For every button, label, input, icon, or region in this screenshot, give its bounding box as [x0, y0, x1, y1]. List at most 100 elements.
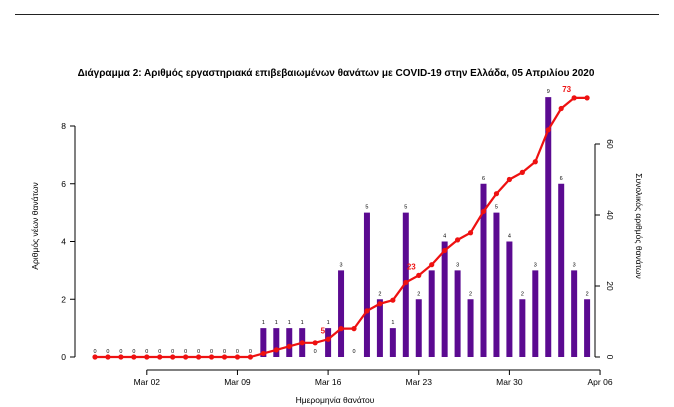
cumulative-point: [92, 354, 98, 360]
y2-tick-label: 20: [605, 281, 615, 291]
cumulative-point: [131, 354, 137, 360]
bar: [519, 299, 526, 357]
cumulative-point: [506, 176, 512, 183]
bar: [338, 270, 345, 357]
bar: [480, 183, 487, 357]
cumulative-point: [493, 191, 500, 197]
bar: [571, 270, 578, 357]
bar: [325, 328, 332, 357]
cumulative-point: [299, 340, 305, 346]
cumulative-point: [519, 169, 525, 175]
bar-value-label: 4: [443, 234, 446, 240]
x-tick-label: Mar 16: [315, 377, 342, 387]
cumulative-point: [364, 308, 370, 314]
cumulative-annotation: 73: [562, 85, 571, 94]
cumulative-point: [260, 350, 266, 357]
cumulative-point: [351, 326, 357, 332]
cumulative-point: [455, 237, 461, 243]
bar-value-label: 5: [365, 205, 368, 211]
bar: [286, 328, 293, 357]
bars: [260, 97, 591, 357]
cumulative-point: [377, 301, 383, 307]
chart-title: Διάγραμμα 2: Αριθμός εργαστηριακά επιβεβ…: [78, 68, 595, 79]
cumulative-point: [144, 354, 150, 360]
cumulative-point: [286, 343, 292, 349]
x-tick-label: Mar 09: [224, 377, 251, 387]
bar-value-label: 0: [314, 349, 317, 355]
y2-tick-label: 40: [605, 210, 615, 220]
x-axis-label: Ημερομηνία θανάτου: [296, 395, 375, 405]
x-tick-label: Mar 23: [406, 377, 433, 387]
bar-value-label: 0: [210, 349, 213, 355]
bar: [467, 299, 474, 357]
bar-value-label: 5: [495, 205, 498, 211]
bar: [545, 97, 552, 357]
cumulative-point: [183, 354, 189, 360]
bar-value-label: 0: [223, 349, 226, 355]
bar: [389, 328, 396, 357]
bar-value-label: 5: [404, 205, 407, 211]
cumulative-annotation: 23: [407, 262, 416, 271]
bar-value-label: 3: [534, 262, 537, 268]
bar-value-label: 2: [417, 291, 420, 297]
bar-value-label: 9: [547, 89, 550, 95]
bar: [273, 328, 280, 357]
bar-value-label: 2: [469, 291, 472, 297]
bar: [584, 299, 591, 357]
cumulative-point: [325, 336, 331, 342]
x-tick-label: Apr 06: [588, 377, 613, 387]
bar-value-label: 1: [391, 320, 394, 326]
cumulative-point: [442, 247, 448, 254]
cumulative-annotation: 5: [321, 326, 326, 335]
bar-value-label: 3: [573, 262, 576, 268]
bar-value-label: 6: [560, 176, 563, 182]
bar: [454, 270, 461, 357]
bar-value-label: 2: [378, 291, 381, 297]
bar-value-label: 0: [106, 349, 109, 355]
cumulative-point: [273, 347, 279, 353]
bar-value-label: 1: [262, 320, 265, 326]
cumulative-point: [429, 262, 435, 268]
bar-value-label: 0: [197, 349, 200, 355]
x-tick-label: Mar 02: [134, 377, 161, 387]
cumulative-point: [571, 95, 577, 101]
y2-tick-label: 60: [605, 139, 615, 149]
bar: [493, 212, 500, 357]
bar: [415, 299, 422, 357]
bar: [363, 212, 370, 357]
cumulative-point: [403, 279, 409, 286]
bar-value-label: 1: [275, 320, 278, 326]
y2-axis-label: Συνολικός αριθμός θανάτων: [634, 173, 644, 279]
cumulative-point: [390, 297, 396, 303]
y-tick-label: 4: [61, 237, 66, 247]
cumulative-point: [338, 326, 344, 332]
bar-value-label: 0: [352, 349, 355, 355]
cumulative-line-layer: [92, 95, 590, 360]
cumulative-point: [545, 127, 551, 133]
bar-labels: 000000000000011110130521523432654239632: [93, 89, 588, 355]
bar-value-label: 3: [340, 262, 343, 268]
cumulative-point: [467, 230, 474, 236]
cumulative-point: [416, 272, 422, 278]
bar-value-label: 0: [236, 349, 239, 355]
bar-value-label: 0: [132, 349, 135, 355]
cumulative-point: [584, 95, 590, 101]
cumulative-point: [157, 354, 163, 360]
bar-value-label: 2: [586, 291, 589, 297]
y-tick-label: 0: [61, 352, 66, 362]
bar-value-label: 2: [521, 291, 524, 297]
bar: [428, 270, 435, 357]
bar-value-label: 0: [171, 349, 174, 355]
y-axis-label: Αριθμός νέων θανάτων: [30, 182, 40, 269]
bar: [532, 270, 539, 357]
cumulative-point: [312, 340, 318, 346]
bar: [376, 299, 383, 357]
cumulative-point: [170, 354, 176, 360]
bar: [441, 241, 448, 357]
bar-value-label: 1: [327, 320, 330, 326]
y-tick-label: 8: [61, 121, 66, 131]
cumulative-point: [196, 354, 202, 360]
